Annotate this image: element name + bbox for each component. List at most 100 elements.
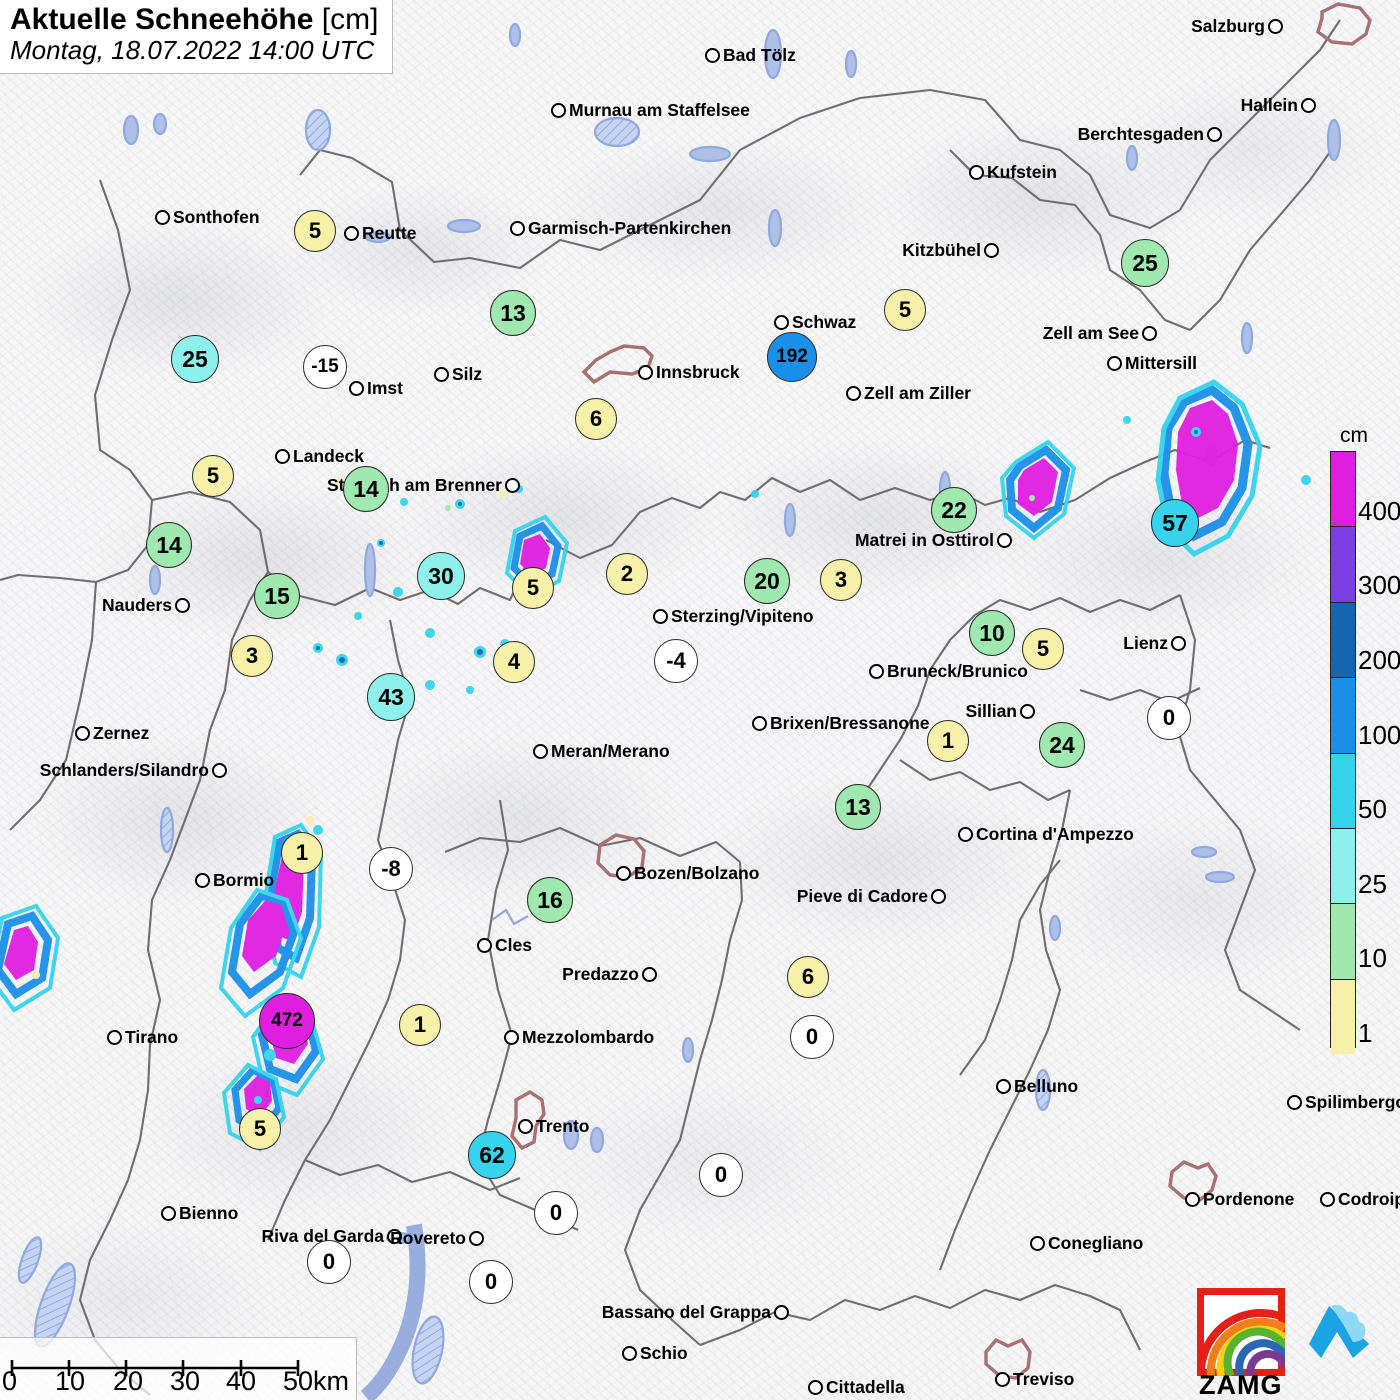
city-name: Spilimbergo xyxy=(1305,1092,1400,1112)
city-marker-icon xyxy=(958,827,973,842)
station-value-marker[interactable]: 62 xyxy=(468,1131,516,1179)
city-label: Reutte xyxy=(344,223,416,244)
station-value-marker[interactable]: 14 xyxy=(146,522,192,568)
station-value-marker[interactable]: 30 xyxy=(417,552,465,600)
city-marker-icon xyxy=(997,533,1012,548)
station-value-marker[interactable]: 0 xyxy=(1147,696,1191,740)
station-value-marker[interactable]: 25 xyxy=(1121,239,1169,287)
legend-tick-label: 400 xyxy=(1358,495,1400,526)
city-marker-icon xyxy=(808,1380,823,1395)
scale-tick-label: 50km xyxy=(283,1366,350,1396)
station-value-marker[interactable]: -8 xyxy=(369,847,413,891)
city-marker-icon xyxy=(1171,636,1186,651)
station-value-marker[interactable]: 13 xyxy=(490,290,536,336)
city-marker-icon xyxy=(1320,1192,1335,1207)
station-value-marker[interactable]: 6 xyxy=(575,398,617,440)
city-name: Salzburg xyxy=(1191,16,1265,36)
city-name: Sterzing/Vipiteno xyxy=(671,606,814,626)
zamg-wordmark: ZAMG xyxy=(1199,1370,1283,1400)
city-marker-icon xyxy=(510,221,525,236)
station-value-marker[interactable]: 0 xyxy=(469,1260,513,1304)
city-marker-icon xyxy=(469,1231,484,1246)
legend-tick-label: 25 xyxy=(1358,868,1387,899)
legend-band xyxy=(1331,979,1355,1054)
city-name: Cittadella xyxy=(826,1377,905,1397)
city-marker-icon xyxy=(504,1030,519,1045)
city-label: Landeck xyxy=(275,446,364,467)
city-marker-icon xyxy=(705,48,720,63)
station-value-marker[interactable]: 6 xyxy=(787,956,829,998)
station-value-marker[interactable]: 0 xyxy=(699,1153,743,1197)
station-value-marker[interactable]: 5 xyxy=(192,455,234,497)
station-value-marker[interactable]: 0 xyxy=(790,1015,834,1059)
station-value-marker[interactable]: 192 xyxy=(767,332,817,382)
city-name: Bad Tölz xyxy=(723,45,796,65)
city-label: Schwaz xyxy=(774,312,856,333)
city-label: Salzburg xyxy=(1191,16,1283,37)
station-value-marker[interactable]: 43 xyxy=(367,673,415,721)
station-value-marker[interactable]: 472 xyxy=(259,993,315,1049)
city-marker-icon xyxy=(1107,356,1122,371)
city-label: Matrei in Osttirol xyxy=(855,530,1012,551)
station-value-marker[interactable]: 16 xyxy=(527,877,573,923)
city-label: Kitzbühel xyxy=(902,240,999,261)
city-marker-icon xyxy=(551,103,566,118)
station-value-marker[interactable]: 24 xyxy=(1039,722,1085,768)
city-name: Hallein xyxy=(1240,95,1298,115)
station-value-marker[interactable]: 25 xyxy=(171,335,219,383)
station-value-marker[interactable]: 57 xyxy=(1151,499,1199,547)
station-value-marker[interactable]: 10 xyxy=(969,610,1015,656)
city-name: Sillian xyxy=(965,701,1017,721)
city-label: Imst xyxy=(349,378,403,399)
city-label: Bassano del Grappa xyxy=(602,1302,789,1323)
city-marker-icon xyxy=(622,1346,637,1361)
city-marker-icon xyxy=(1185,1192,1200,1207)
timestamp: Montag, 18.07.2022 14:00 UTC xyxy=(10,35,375,66)
mountain-cloud-icon xyxy=(1309,1304,1369,1358)
station-value-marker[interactable]: 3 xyxy=(231,635,273,677)
city-name: Schlanders/Silandro xyxy=(39,760,209,780)
station-value-marker[interactable]: -15 xyxy=(303,345,347,389)
station-value-marker[interactable]: 5 xyxy=(512,567,554,609)
city-label: Sterzing/Vipiteno xyxy=(653,606,814,627)
station-value-marker[interactable]: 1 xyxy=(399,1004,441,1046)
station-value-marker[interactable]: 5 xyxy=(884,289,926,331)
station-value-marker[interactable]: 20 xyxy=(744,558,790,604)
station-value-marker[interactable]: 0 xyxy=(307,1240,351,1284)
city-marker-icon xyxy=(1020,704,1035,719)
city-label: Cles xyxy=(477,935,532,956)
city-marker-icon xyxy=(1142,326,1157,341)
station-value-marker[interactable]: 0 xyxy=(534,1191,578,1235)
city-label: Riva del Garda xyxy=(261,1226,402,1247)
city-label: Meran/Merano xyxy=(533,741,670,762)
station-value-marker[interactable]: 5 xyxy=(239,1108,281,1150)
station-value-marker[interactable]: 13 xyxy=(835,784,881,830)
legend-band xyxy=(1331,828,1355,905)
station-value-marker[interactable]: 15 xyxy=(254,573,300,619)
legend-title: cm xyxy=(1340,424,1368,447)
city-name: Conegliano xyxy=(1048,1233,1144,1253)
station-value-marker[interactable]: 3 xyxy=(820,559,862,601)
station-value-marker[interactable]: 2 xyxy=(606,553,648,595)
station-value-marker[interactable]: 22 xyxy=(931,487,977,533)
city-marker-icon xyxy=(533,744,548,759)
city-marker-icon xyxy=(1207,127,1222,142)
station-value-marker[interactable]: 1 xyxy=(281,832,323,874)
station-value-marker[interactable]: 5 xyxy=(1022,628,1064,670)
station-value-marker[interactable]: 5 xyxy=(294,210,336,252)
city-name: Innsbruck xyxy=(656,362,740,382)
city-name: Berchtesgaden xyxy=(1077,124,1204,144)
city-name: Zell am Ziller xyxy=(864,383,971,403)
station-value-marker[interactable]: -4 xyxy=(654,639,698,683)
station-value-marker[interactable]: 14 xyxy=(343,466,389,512)
city-marker-icon xyxy=(161,1206,176,1221)
city-marker-icon xyxy=(349,381,364,396)
legend-colorbar xyxy=(1330,451,1356,1054)
station-value-marker[interactable]: 1 xyxy=(927,720,969,762)
city-label: Sonthofen xyxy=(155,207,260,228)
city-label: Schlanders/Silandro xyxy=(40,760,227,781)
city-label: Hallein xyxy=(1241,95,1316,116)
station-value-marker[interactable]: 4 xyxy=(493,641,535,683)
city-marker-icon xyxy=(434,367,449,382)
